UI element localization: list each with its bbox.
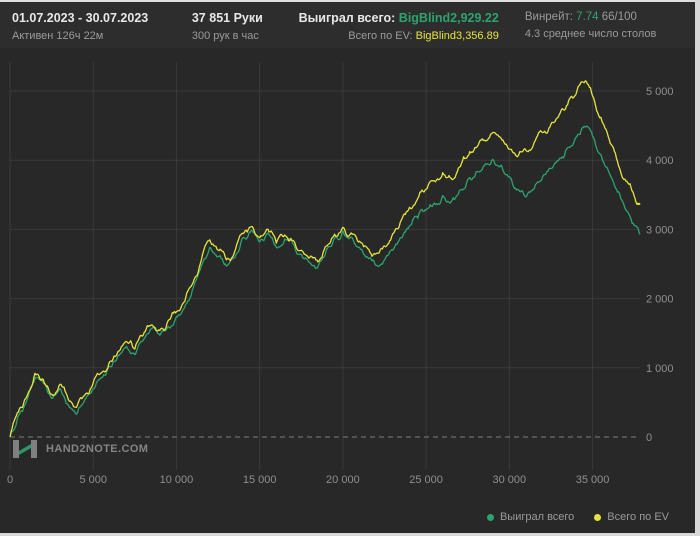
legend-item-won-total[interactable]: Выиграл всего xyxy=(486,511,575,523)
winrate-confidence: 66/100 xyxy=(601,11,637,23)
svg-text:30 000: 30 000 xyxy=(492,474,526,486)
legend-label: Всего по EV xyxy=(607,511,669,523)
svg-text:5 000: 5 000 xyxy=(79,474,107,486)
svg-text:1 000: 1 000 xyxy=(646,363,674,375)
watermark-text: HAND2NOTE.COM xyxy=(46,443,149,455)
winrate-block: Винрейт: 7.74 66/100 4.3 среднее число с… xyxy=(525,11,681,40)
legend-dot-yellow xyxy=(594,513,602,521)
ev-total-value: BigBlind3,356.89 xyxy=(415,30,499,42)
winnings-block: Выиграл всего: BigBlind2,929.22 Всего по… xyxy=(299,11,525,42)
legend-label: Выиграл всего xyxy=(499,511,575,523)
stats-header: 01.07.2023 - 30.07.2023 Активен 126ч 22м… xyxy=(0,2,695,48)
svg-text:0: 0 xyxy=(7,474,13,486)
svg-text:25 000: 25 000 xyxy=(409,474,443,486)
svg-text:15 000: 15 000 xyxy=(243,474,277,486)
svg-text:2 000: 2 000 xyxy=(646,294,674,306)
winnings-graph[interactable]: 0 1 000 2 000 3 000 4 000 5 000 0 5 000 10 000 15… xyxy=(0,48,695,509)
chart-legend: Выиграл всего Всего по EV xyxy=(0,509,695,533)
hand2note-watermark: HAND2NOTE.COM xyxy=(12,439,148,459)
won-total-label: Выиграл всего: xyxy=(298,11,396,25)
ev-total-label: Всего по EV: xyxy=(348,30,413,42)
date-range-block: 01.07.2023 - 30.07.2023 Активен 126ч 22м xyxy=(12,11,192,42)
legend-dot-green xyxy=(486,513,494,521)
svg-text:5 000: 5 000 xyxy=(646,86,674,98)
date-range[interactable]: 01.07.2023 - 30.07.2023 xyxy=(12,11,149,25)
svg-text:4 000: 4 000 xyxy=(646,155,674,167)
active-time: Активен 126ч 22м xyxy=(12,30,104,42)
hands-block: 37 851 Руки 300 рук в час xyxy=(192,11,299,42)
hands-per-hour: 300 рук в час xyxy=(191,30,259,42)
avg-tables: 4.3 среднее число столов xyxy=(524,28,657,40)
legend-item-ev-total[interactable]: Всего по EV xyxy=(594,511,669,523)
svg-text:35 000: 35 000 xyxy=(576,474,610,486)
hand2note-logo-icon xyxy=(13,440,37,458)
winrate-value: 7.74 xyxy=(576,11,599,23)
svg-text:20 000: 20 000 xyxy=(326,474,360,486)
svg-text:0: 0 xyxy=(646,432,652,444)
svg-text:3 000: 3 000 xyxy=(646,224,674,236)
hands-count: 37 851 Руки xyxy=(191,11,263,25)
won-total-value: BigBlind2,929.22 xyxy=(398,11,499,25)
svg-text:10 000: 10 000 xyxy=(160,474,194,486)
graph-canvas[interactable]: 0 1 000 2 000 3 000 4 000 5 000 0 5 000 10 000 15… xyxy=(0,50,684,490)
winrate-label: Винрейт: xyxy=(524,11,573,23)
